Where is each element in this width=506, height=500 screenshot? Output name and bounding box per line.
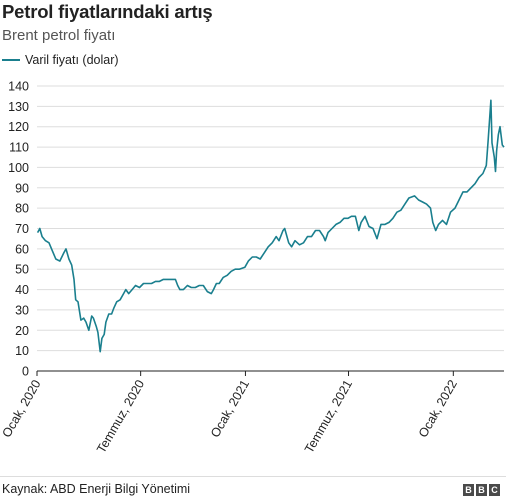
y-tick-label: 90 <box>15 181 29 195</box>
chart-title: Petrol fiyatlarındaki artış <box>2 1 213 22</box>
source-note: Kaynak: ABD Enerji Bilgi Yönetimi <box>2 482 191 496</box>
grid-layer <box>37 85 504 352</box>
y-tick-label: 0 <box>22 365 29 379</box>
y-tick-label: 120 <box>8 120 29 134</box>
x-tick-label: Temmuz, 2021 <box>302 377 355 455</box>
bbc-logo-letter: B <box>463 484 474 496</box>
y-tick-label: 70 <box>15 222 29 236</box>
y-tick-label: 130 <box>8 100 29 114</box>
y-tick-label: 140 <box>8 80 29 94</box>
y-tick-label: 110 <box>9 141 29 155</box>
chart-subtitle: Brent petrol fiyatı <box>2 27 116 44</box>
x-tick-label: Ocak, 2020 <box>0 377 44 439</box>
x-tick-label: Ocak, 2021 <box>208 377 252 439</box>
series-line <box>36 99 505 353</box>
legend-label: Varil fiyatı (dolar) <box>25 53 119 67</box>
x-tick-label: Ocak, 2022 <box>416 377 460 439</box>
series-layer <box>36 99 505 353</box>
bbc-logo: B B C <box>463 484 500 496</box>
x-tick-labels: Ocak, 2020 Temmuz, 2020 Ocak, 2021 Temmuz, … <box>0 377 460 455</box>
footer-divider <box>0 476 506 477</box>
legend-swatch-line <box>2 59 20 61</box>
y-tick-label: 30 <box>15 303 29 317</box>
bbc-logo-letter: B <box>476 484 487 496</box>
bbc-logo-letter: C <box>489 484 500 496</box>
chart-legend: Varil fiyatı (dolar) <box>2 53 119 67</box>
y-tick-label: 40 <box>15 283 29 297</box>
x-tick-label: Temmuz, 2020 <box>94 377 147 455</box>
y-tick-label: 100 <box>8 161 29 175</box>
y-tick-label: 50 <box>15 263 29 277</box>
y-tick-label: 10 <box>15 344 29 358</box>
y-tick-label: 20 <box>15 324 29 338</box>
y-tick-label: 80 <box>15 202 29 216</box>
axis-layer <box>36 370 504 376</box>
y-tick-label: 60 <box>15 242 29 256</box>
y-tick-labels: 0 10 20 30 40 50 60 70 80 90 100 110 120 130 140 <box>8 80 29 379</box>
line-chart: 0 10 20 30 40 50 60 70 80 90 100 110 120 130 140 Ocak,… <box>0 80 505 456</box>
